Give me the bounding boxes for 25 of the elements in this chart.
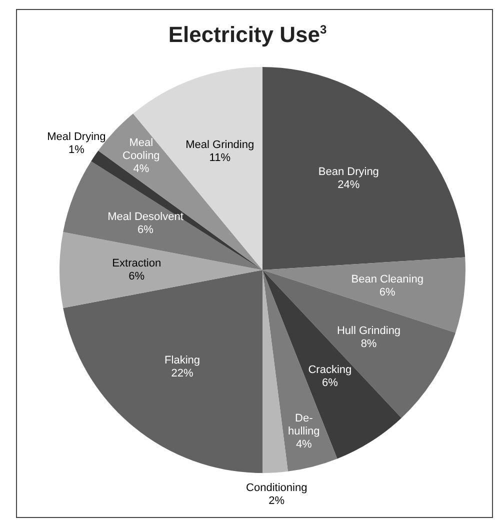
data-label: 8% xyxy=(360,338,377,350)
slice-label: Bean Cleaning xyxy=(351,273,424,286)
data-label: 24% xyxy=(338,178,360,191)
data-label: 6% xyxy=(128,270,145,283)
data-label: 6% xyxy=(138,224,154,236)
data-label: 6% xyxy=(322,376,338,389)
data-label: 4% xyxy=(133,163,150,176)
slice-label: Meal Desolvent xyxy=(108,211,184,224)
data-label: 1% xyxy=(68,144,85,156)
data-label: 2% xyxy=(268,495,285,508)
slice-label: Meal Drying xyxy=(47,131,106,144)
slice-label: Cracking xyxy=(308,364,352,376)
data-label: 6% xyxy=(379,286,396,298)
slice-label: Bean Drying xyxy=(318,166,379,178)
slice-label: De-hulling xyxy=(288,412,320,438)
chart-title: Electricity Use$^{3}$ xyxy=(167,22,328,48)
slice-label: Meal Cooling xyxy=(122,137,160,162)
slice-label: Extraction xyxy=(112,258,162,270)
data-label: 4% xyxy=(296,438,312,450)
data-label: 11% xyxy=(209,152,231,164)
slice-label: Flaking xyxy=(164,354,200,367)
slice-label: Hull Grinding xyxy=(336,324,401,337)
data-label: 22% xyxy=(171,368,194,380)
slice-label: Meal Grinding xyxy=(186,139,254,152)
slice-label: Conditioning xyxy=(246,482,308,494)
